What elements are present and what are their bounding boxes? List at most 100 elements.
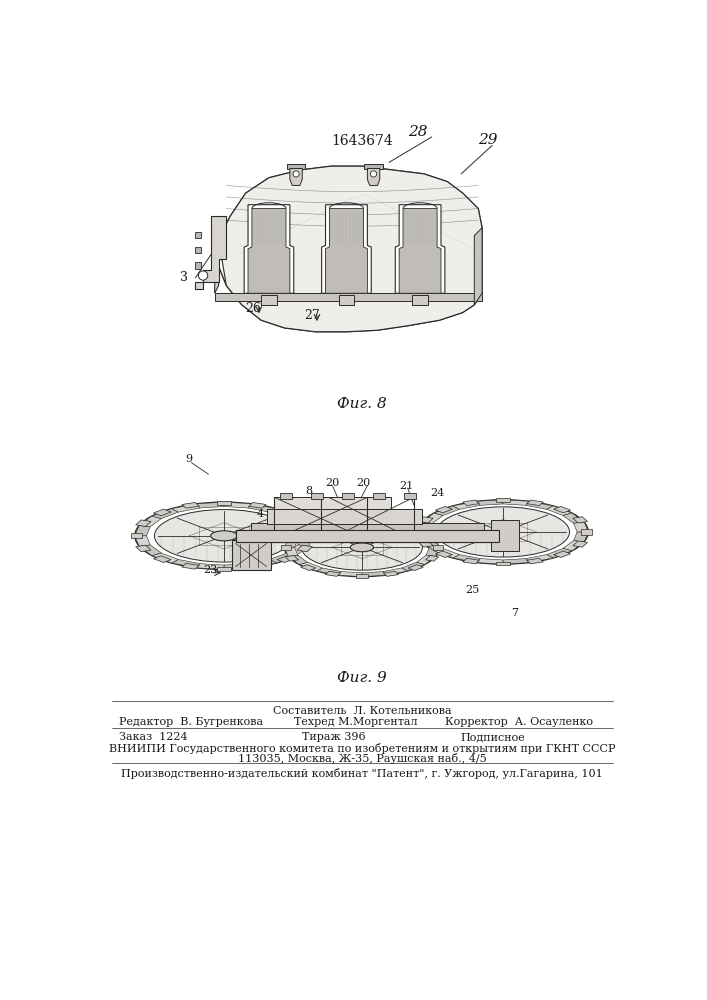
Polygon shape xyxy=(338,518,362,523)
Ellipse shape xyxy=(351,543,373,552)
Text: 20: 20 xyxy=(356,478,370,488)
Polygon shape xyxy=(426,534,439,539)
Polygon shape xyxy=(422,541,443,551)
Polygon shape xyxy=(356,517,368,520)
Polygon shape xyxy=(277,556,295,562)
Polygon shape xyxy=(526,501,553,509)
Polygon shape xyxy=(317,520,341,527)
Polygon shape xyxy=(136,520,151,526)
Polygon shape xyxy=(463,558,479,564)
Polygon shape xyxy=(269,509,296,519)
Polygon shape xyxy=(135,536,151,546)
Polygon shape xyxy=(368,169,380,185)
Polygon shape xyxy=(248,559,276,568)
Polygon shape xyxy=(288,555,308,565)
Polygon shape xyxy=(290,169,303,185)
Circle shape xyxy=(293,171,299,177)
Text: 4: 4 xyxy=(257,509,264,519)
Polygon shape xyxy=(325,571,340,576)
Polygon shape xyxy=(382,568,407,575)
Polygon shape xyxy=(277,509,295,516)
Polygon shape xyxy=(299,562,322,571)
Ellipse shape xyxy=(418,500,588,564)
Polygon shape xyxy=(426,555,439,561)
Polygon shape xyxy=(235,530,499,542)
Text: Производственно-издательский комбинат "Патент", г. Ужгород, ул.Гагарина, 101: Производственно-издательский комбинат "П… xyxy=(121,768,603,779)
Polygon shape xyxy=(218,166,482,332)
Polygon shape xyxy=(235,532,267,540)
Polygon shape xyxy=(139,545,161,556)
Polygon shape xyxy=(172,559,200,568)
Polygon shape xyxy=(224,564,252,569)
Polygon shape xyxy=(132,533,142,538)
Polygon shape xyxy=(153,556,171,562)
Polygon shape xyxy=(249,563,266,569)
Polygon shape xyxy=(244,205,293,293)
Polygon shape xyxy=(322,205,371,293)
Polygon shape xyxy=(434,548,460,558)
Polygon shape xyxy=(383,571,399,576)
Polygon shape xyxy=(419,541,433,547)
Polygon shape xyxy=(408,524,423,530)
Polygon shape xyxy=(285,555,298,561)
Polygon shape xyxy=(217,501,231,505)
Polygon shape xyxy=(288,530,308,539)
Text: 1643674: 1643674 xyxy=(331,134,393,148)
Polygon shape xyxy=(399,209,441,293)
Polygon shape xyxy=(418,532,433,542)
Polygon shape xyxy=(404,493,416,499)
Polygon shape xyxy=(527,558,543,564)
Polygon shape xyxy=(527,500,543,506)
Polygon shape xyxy=(573,532,588,542)
Polygon shape xyxy=(341,493,354,499)
Polygon shape xyxy=(285,534,298,539)
Ellipse shape xyxy=(284,518,440,577)
Polygon shape xyxy=(412,295,428,305)
Ellipse shape xyxy=(301,525,422,570)
Ellipse shape xyxy=(436,507,570,557)
Polygon shape xyxy=(153,509,171,516)
Polygon shape xyxy=(477,559,503,564)
Polygon shape xyxy=(436,506,452,513)
Polygon shape xyxy=(287,164,305,169)
Ellipse shape xyxy=(155,510,293,562)
Text: 7: 7 xyxy=(511,608,518,618)
Polygon shape xyxy=(426,538,440,547)
Polygon shape xyxy=(419,517,433,523)
Text: Фиг. 8: Фиг. 8 xyxy=(337,397,387,411)
Text: ВНИИПИ Государственного комитета по изобретениям и открытиям при ГКНТ СССР: ВНИИПИ Государственного комитета по изоб… xyxy=(109,743,615,754)
Ellipse shape xyxy=(211,531,238,541)
Polygon shape xyxy=(195,247,201,253)
Text: Тираж 396: Тираж 396 xyxy=(301,732,365,742)
Polygon shape xyxy=(547,506,572,515)
Text: 22: 22 xyxy=(230,548,245,558)
Polygon shape xyxy=(573,517,588,523)
Polygon shape xyxy=(339,295,354,305)
Polygon shape xyxy=(463,500,479,506)
Text: 25: 25 xyxy=(465,585,479,595)
Polygon shape xyxy=(338,572,362,577)
Polygon shape xyxy=(280,493,292,499)
Text: Редактор  В. Бугренкова: Редактор В. Бугренкова xyxy=(119,717,264,727)
Polygon shape xyxy=(300,524,316,530)
Polygon shape xyxy=(267,509,421,524)
Polygon shape xyxy=(261,295,276,305)
Polygon shape xyxy=(496,498,510,502)
Polygon shape xyxy=(232,540,271,570)
Polygon shape xyxy=(195,262,201,269)
Text: 27: 27 xyxy=(304,309,320,322)
Polygon shape xyxy=(135,525,151,536)
Polygon shape xyxy=(362,572,386,577)
Polygon shape xyxy=(248,209,290,293)
Polygon shape xyxy=(215,293,482,301)
Polygon shape xyxy=(526,555,553,563)
Polygon shape xyxy=(281,545,291,550)
Polygon shape xyxy=(402,562,425,571)
Polygon shape xyxy=(364,164,383,169)
Polygon shape xyxy=(299,524,322,532)
Polygon shape xyxy=(547,548,572,558)
Polygon shape xyxy=(383,518,399,523)
Polygon shape xyxy=(287,545,309,556)
Polygon shape xyxy=(287,516,309,527)
Polygon shape xyxy=(496,562,510,565)
